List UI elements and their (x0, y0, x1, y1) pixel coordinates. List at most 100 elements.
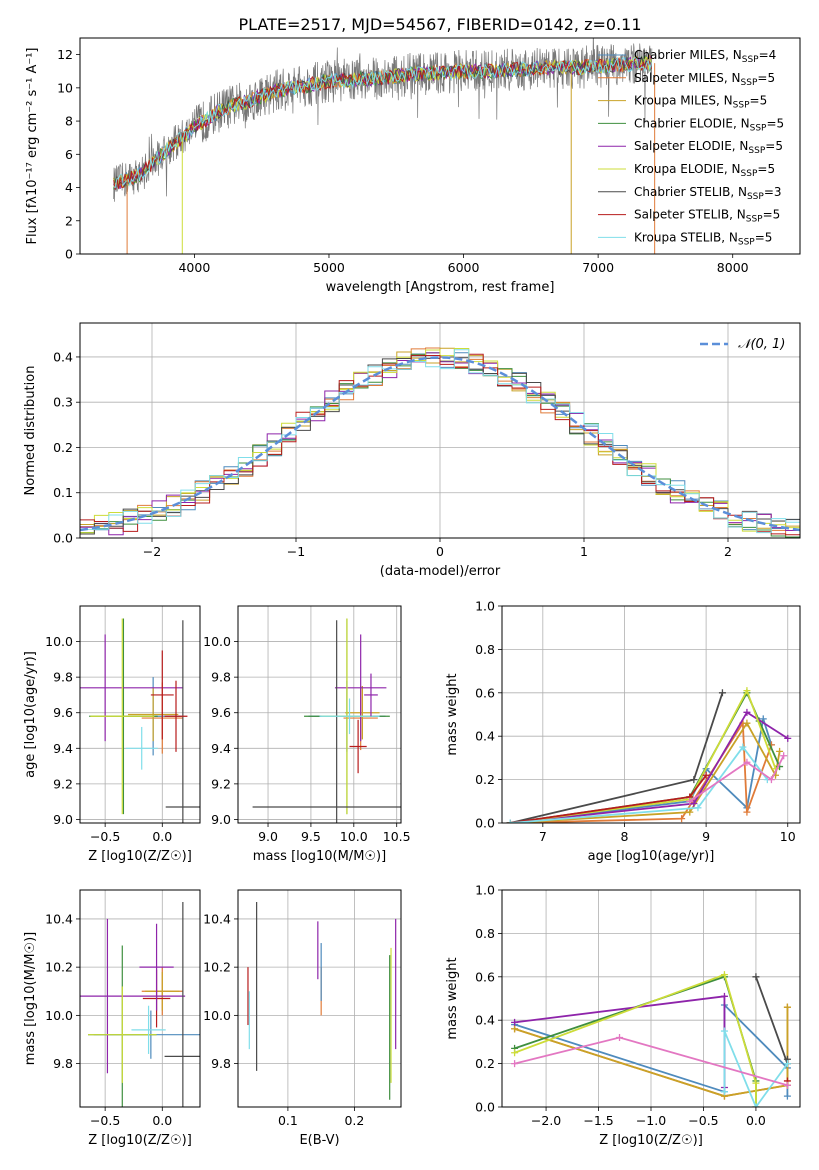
legend-label: Salpeter STELIB, NSSP=5 (634, 208, 780, 225)
y-tick-label: 9.6 (211, 705, 231, 720)
mass-weight-marker (743, 719, 751, 727)
x-tick-label: 10 (780, 829, 796, 844)
x-tick-label: 0.0 (152, 1113, 172, 1128)
chart-massweight-vs-z: −2.0 −1.5 −1.0 −0.5 0.0 0.0 0.2 0.4 0.6 0.8 1.0 Z [… (445, 883, 801, 1148)
axes-frame (501, 889, 801, 1108)
mass-weight-marker (783, 1060, 791, 1068)
x-tick-label: 9.5 (301, 829, 321, 844)
x-tick-label: 8 (620, 829, 628, 844)
mass-weight-marker (752, 1103, 760, 1107)
y-tick-label: 0.6 (475, 685, 495, 700)
y-tick-label: 9.6 (53, 705, 73, 720)
x-axis-label: wavelength [Angstrom, rest frame] (326, 280, 555, 295)
y-tick-label: 0.0 (53, 531, 73, 546)
mass-weight-marker (783, 1003, 791, 1011)
x-axis-label: age [log10(age/yr)] (588, 849, 715, 864)
mass-weight-marker (616, 1034, 624, 1042)
legend-subscript: SSP (738, 237, 755, 247)
x-tick-label: −1.0 (636, 1113, 666, 1128)
y-axis-label: mass weight (445, 673, 460, 755)
x-tick-label: −0.5 (688, 1113, 718, 1128)
legend-subscript: SSP (750, 123, 767, 133)
x-tick-label: 10.5 (383, 829, 411, 844)
mass-weight-line (510, 688, 777, 823)
y-tick-label: 9.8 (211, 670, 231, 685)
x-tick-label: −1 (287, 544, 305, 559)
mass-weight-marker (752, 973, 760, 981)
y-tick-label: 9.2 (53, 776, 73, 791)
y-tick-label: 9.4 (53, 741, 73, 756)
y-tick-label: 8 (65, 114, 73, 129)
legend-value: =5 (766, 116, 784, 130)
axes-frame (501, 605, 801, 824)
legend-value: =5 (763, 208, 781, 222)
mass-weight-marker (720, 1027, 728, 1035)
x-tick-label: 0.2 (344, 1113, 364, 1128)
axes-frame (237, 605, 402, 824)
model-spectrum (113, 56, 652, 189)
plot-area (80, 347, 800, 538)
chart-massweight-vs-age: 7 8 9 10 0.0 0.2 0.4 0.6 0.8 1.0 age [log10(age/yr… (445, 599, 801, 864)
y-tick-label: 9.2 (211, 776, 231, 791)
x-tick-label: 0.0 (152, 829, 172, 844)
y-axis-label: age [log10(age/yr)] (23, 651, 38, 778)
y-tick-label: 10 (57, 80, 73, 95)
normal-curve (80, 356, 800, 532)
legend-subscript: SSP (748, 146, 765, 156)
mass-weight-marker (702, 771, 710, 779)
x-tick-label: 4000 (178, 260, 210, 275)
x-tick-label: 8000 (717, 260, 749, 275)
chart-spectrum: 4000 5000 6000 7000 8000 0 2 4 6 8 10 12 wavelength … (25, 37, 801, 295)
mass-weight-marker (743, 687, 751, 695)
y-tick-label: 0.2 (53, 440, 73, 455)
y-tick-label: 4 (65, 180, 73, 195)
y-tick-label: 0.8 (475, 642, 495, 657)
mass-weight-marker (720, 992, 728, 1000)
x-tick-label: −2 (143, 544, 161, 559)
plot-area (506, 687, 792, 823)
y-axis-label: Flux [fλ10⁻¹⁷ erg cm⁻² s⁻¹ A⁻¹] (25, 48, 40, 245)
axes-frame (79, 322, 801, 539)
x-tick-label: −0.5 (90, 1113, 120, 1128)
mass-weight-marker (678, 815, 686, 823)
x-tick-label: −0.5 (90, 829, 120, 844)
mass-weight-marker (511, 1018, 519, 1026)
x-axis-label: (data-model)/error (380, 564, 501, 579)
legend-value: =5 (755, 230, 773, 244)
x-tick-label: 0.0 (746, 1113, 766, 1128)
legend-subscript: SSP (741, 169, 758, 179)
y-tick-label: 0.3 (53, 395, 73, 410)
x-tick-label: 1 (580, 544, 588, 559)
mass-weight-marker (690, 776, 698, 784)
observed-spectrum (113, 38, 653, 202)
legend-label: Kroupa MILES, NSSP=5 (634, 94, 767, 111)
x-axis-label: Z [log10(Z/Z☉)] (599, 1133, 703, 1148)
legend-label: Kroupa STELIB, NSSP=5 (634, 230, 772, 247)
plot-area (247, 902, 397, 1100)
mass-weight-marker (759, 715, 767, 723)
plot-area (252, 618, 401, 823)
legend-value: =5 (765, 139, 783, 153)
mass-weight-marker (743, 708, 751, 716)
mass-weight-line (689, 755, 785, 803)
axes-frame (79, 605, 201, 824)
y-tick-label: 0.2 (475, 1056, 495, 1071)
x-tick-label: 0.1 (278, 1113, 298, 1128)
mass-weight-line (514, 973, 757, 1107)
chart-age-vs-z: −0.5 0.0 9.0 9.2 9.4 9.6 9.8 10.0 Z [log10(Z/Z☉)… (23, 605, 201, 864)
x-tick-label: 10.0 (340, 829, 368, 844)
axes-frame (79, 889, 201, 1108)
y-tick-label: 12 (57, 47, 73, 62)
mass-weight-marker (686, 808, 694, 816)
plot-area (113, 38, 656, 254)
x-tick-label: 7 (539, 829, 547, 844)
x-tick-label: 0 (436, 544, 444, 559)
y-tick-label: 10.2 (203, 960, 231, 975)
y-tick-label: 0.0 (475, 816, 495, 831)
chart-mass-vs-z: −0.5 0.0 9.8 10.0 10.2 10.4 Z [log10(Z/Z☉)] mas… (23, 889, 201, 1148)
y-tick-label: 0.4 (475, 1013, 495, 1028)
x-axis-label: Z [log10(Z/Z☉)] (88, 849, 192, 864)
legend-subscript: SSP (733, 101, 750, 111)
axes-frame (237, 889, 402, 1108)
mass-weight-marker (776, 747, 784, 755)
